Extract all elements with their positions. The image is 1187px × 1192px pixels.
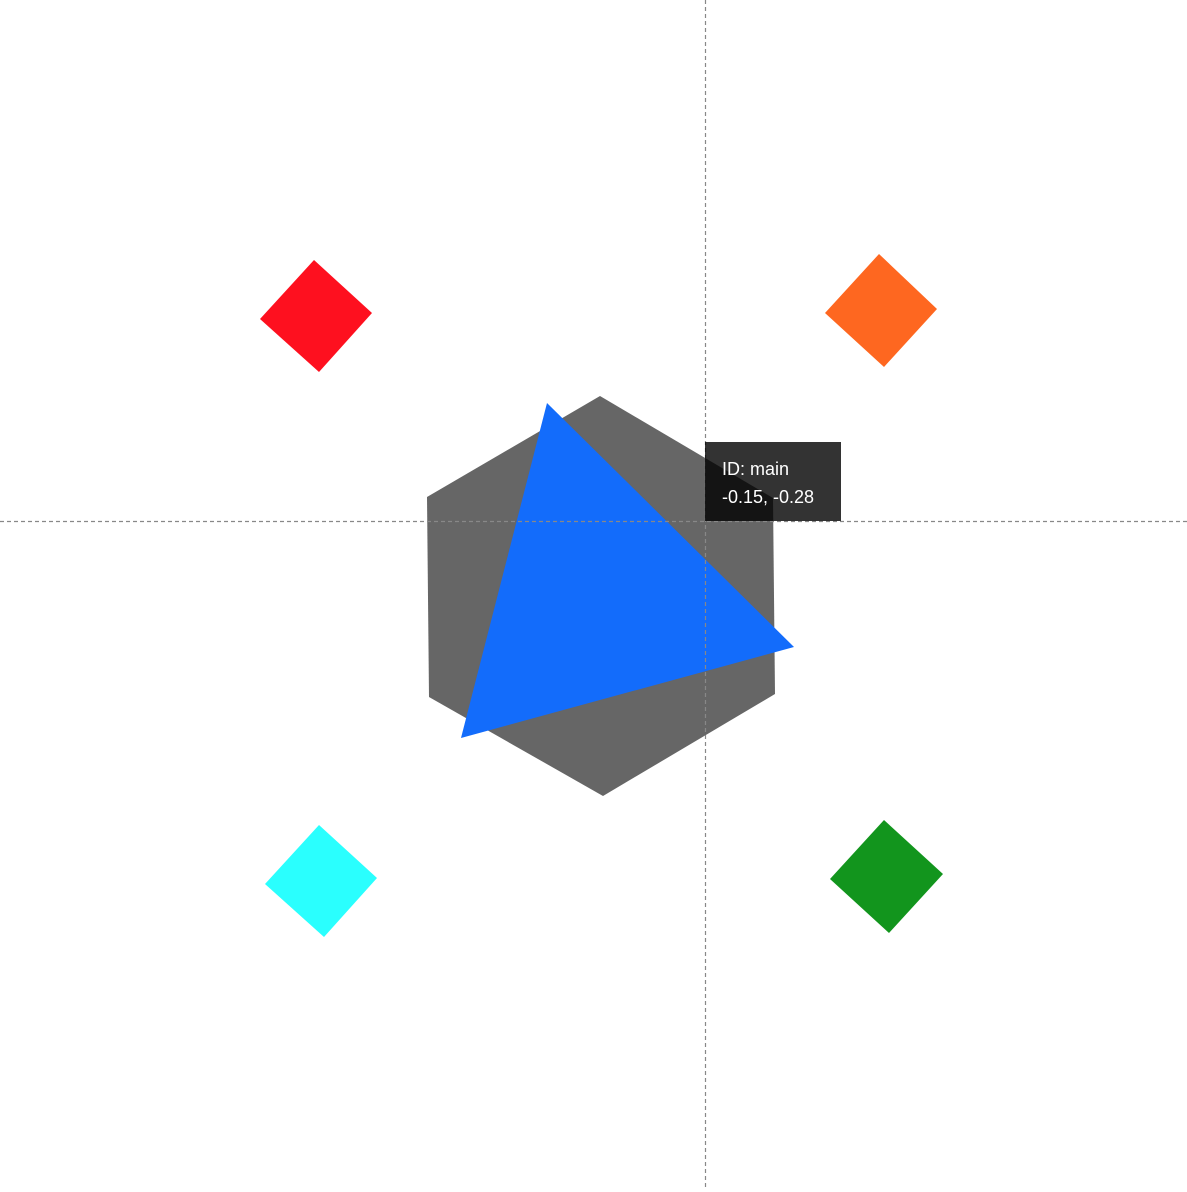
diamond-bottom-left[interactable] (265, 825, 377, 937)
diamond-top-right[interactable] (825, 254, 937, 367)
diamond-bottom-right[interactable] (830, 820, 943, 933)
diamond-top-left[interactable] (260, 260, 372, 372)
triangle-shape[interactable] (461, 403, 794, 738)
